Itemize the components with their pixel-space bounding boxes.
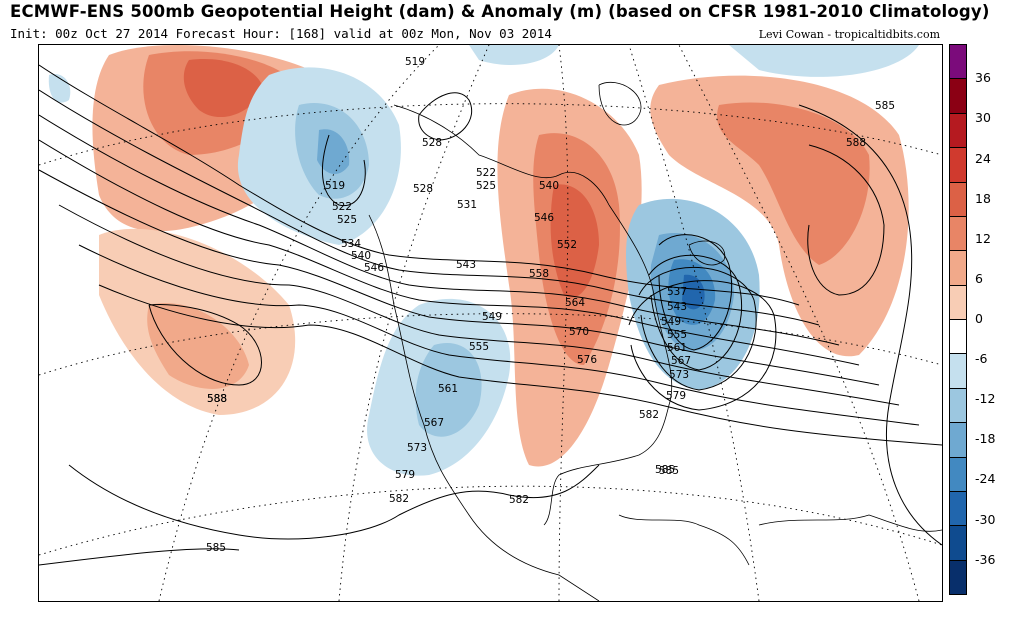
- coastlines: [368, 82, 942, 601]
- colorbar-cell: [949, 250, 967, 286]
- contour-label: 540: [351, 250, 371, 262]
- contour-label: 525: [337, 214, 357, 226]
- colorbar-tick-label: -24: [975, 471, 996, 487]
- contour-label: 528: [422, 137, 442, 149]
- contour-label: 573: [669, 369, 689, 381]
- colorbar-tick-label: -30: [975, 511, 996, 527]
- contour-label: 579: [395, 469, 415, 481]
- colorbar-cell: [949, 112, 967, 149]
- contour-label: 528: [413, 183, 433, 195]
- contour-label: 570: [569, 326, 589, 338]
- init-valid-time: Init: 00z Oct 27 2014 Forecast Hour: [16…: [10, 26, 552, 41]
- height-contours: [39, 64, 942, 566]
- colorbar-cell: [949, 44, 967, 80]
- contour-label: 522: [332, 201, 352, 213]
- colorbar-cell: [949, 456, 967, 492]
- contour-label: 573: [407, 442, 427, 454]
- contour-label: 564: [565, 297, 585, 309]
- contour-label: 555: [469, 341, 489, 353]
- contour-label: 585: [659, 465, 679, 477]
- contour-label: 555: [667, 329, 687, 341]
- colorbar-cell: [949, 215, 967, 252]
- contour-label: 552: [557, 239, 577, 251]
- colorbar-tick-label: 0: [975, 311, 983, 326]
- contour-label: 519: [325, 180, 345, 192]
- contour-label: 549: [661, 316, 681, 328]
- contour-label: 561: [438, 383, 458, 395]
- contour-label: 537: [667, 286, 687, 298]
- colorbar-cell: [949, 525, 967, 561]
- contour-label: 543: [456, 259, 476, 271]
- contour-label: 525: [476, 180, 496, 192]
- colorbar-cell: [949, 147, 967, 183]
- colorbar-cell: [949, 181, 967, 217]
- contour-label: 540: [539, 180, 559, 192]
- contour-label: 582: [389, 493, 409, 505]
- colorbar-tick-label: 6: [975, 270, 983, 286]
- contour-label: 561: [667, 342, 687, 354]
- contour-label: 519: [405, 56, 425, 68]
- contour-label: 549: [482, 311, 502, 323]
- colorbar-tick-label: -12: [975, 391, 996, 407]
- contour-label: 522: [476, 167, 496, 179]
- credit-label: Levi Cowan - tropicaltidbits.com: [758, 28, 940, 41]
- anomaly-colorbar: [949, 44, 969, 595]
- contour-label: 585: [875, 100, 895, 112]
- map-panel: 519 528 522 525 531 519 522 525 534 540 …: [38, 44, 943, 602]
- chart-title: ECMWF-ENS 500mb Geopotential Height (dam…: [10, 2, 990, 21]
- colorbar-tick-label: 18: [975, 190, 991, 206]
- colorbar-tick-label: -6: [975, 351, 988, 367]
- colorbar-cell: [949, 284, 967, 320]
- anomaly-shading: [48, 45, 919, 476]
- contour-label: 579: [666, 390, 686, 402]
- colorbar-cell: [949, 559, 967, 595]
- contour-label: 534: [341, 238, 361, 250]
- contour-label: 546: [534, 212, 554, 224]
- colorbar-cell: [949, 490, 967, 527]
- colorbar-cell: [949, 422, 967, 458]
- contour-label: 546: [364, 262, 384, 274]
- contour-label: 531: [457, 199, 477, 211]
- colorbar-tick-label: 30: [975, 110, 991, 126]
- colorbar-tick-label: -18: [975, 431, 996, 447]
- contour-label: 567: [671, 355, 691, 367]
- colorbar-tick-label: 36: [975, 70, 991, 86]
- colorbar-cell: [949, 319, 967, 355]
- contour-label: 567: [424, 417, 444, 429]
- contour-label: 585: [655, 464, 675, 476]
- contour-label: 576: [577, 354, 597, 366]
- contour-label: 558: [529, 268, 549, 280]
- contour-label: 582: [509, 494, 529, 506]
- contour-labels: 519 528 522 525 531 519 522 525 534 540 …: [206, 56, 895, 554]
- colorbar-tick-label: 24: [975, 150, 991, 166]
- contour-label: 543: [667, 301, 687, 313]
- contour-label: 588: [846, 137, 866, 149]
- contour-label: 588: [207, 393, 227, 405]
- contour-label: 588: [207, 393, 227, 405]
- colorbar-tick-label: 12: [975, 230, 991, 246]
- map-canvas: 519 528 522 525 531 519 522 525 534 540 …: [39, 45, 942, 601]
- contour-label: 582: [639, 409, 659, 421]
- colorbar-cell: [949, 78, 967, 114]
- colorbar-tick-label: -36: [975, 551, 996, 567]
- colorbar-cell: [949, 387, 967, 424]
- colorbar-cell: [949, 353, 967, 389]
- contour-label: 585: [206, 542, 226, 554]
